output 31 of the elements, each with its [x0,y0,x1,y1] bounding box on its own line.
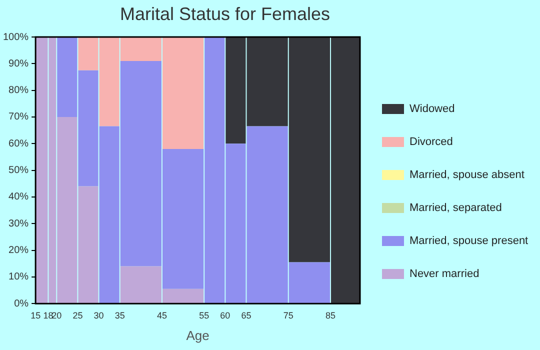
x-tick-label: 75 [283,310,294,320]
y-tick-label: 100% [3,32,29,43]
x-tick-label: 35 [114,310,125,320]
x-tick-label: 25 [72,310,83,320]
x-tick-label: 85 [326,310,336,320]
y-tick-label: 0% [14,298,29,310]
y-tick-label: 10% [8,272,29,283]
y-tick-label: 50% [8,165,29,176]
x-tick-label: 30 [94,310,104,320]
legend-label: Widowed [410,103,455,116]
y-tick-label: 80% [8,85,29,96]
legend-label: Married, separated [410,202,502,214]
legend-label: Married, spouse present [410,235,528,248]
x-axis-title: Age [186,328,210,343]
y-tick-label: 90% [8,58,29,70]
legend-label: Never married [410,268,480,280]
y-tick-label: 70% [8,112,29,123]
y-tick-label: 20% [8,245,29,256]
y-tick-label: 60% [8,138,29,150]
legend-label: Married, spouse absent [410,169,524,182]
x-tick-label: 18 [43,310,54,320]
x-tick-label: 45 [156,310,167,320]
y-tick-label: 40% [8,192,29,203]
x-tick-label: 65 [241,310,252,320]
x-tick-label: 20 [52,310,62,320]
x-tick-label: 15 [30,310,41,320]
x-tick-label: 55 [199,310,210,320]
x-tick-label: 60 [220,310,230,320]
chart-title: Marital Status for Females [118,4,332,25]
legend-label: Divorced [410,136,453,148]
y-tick-label: 30% [8,218,29,230]
